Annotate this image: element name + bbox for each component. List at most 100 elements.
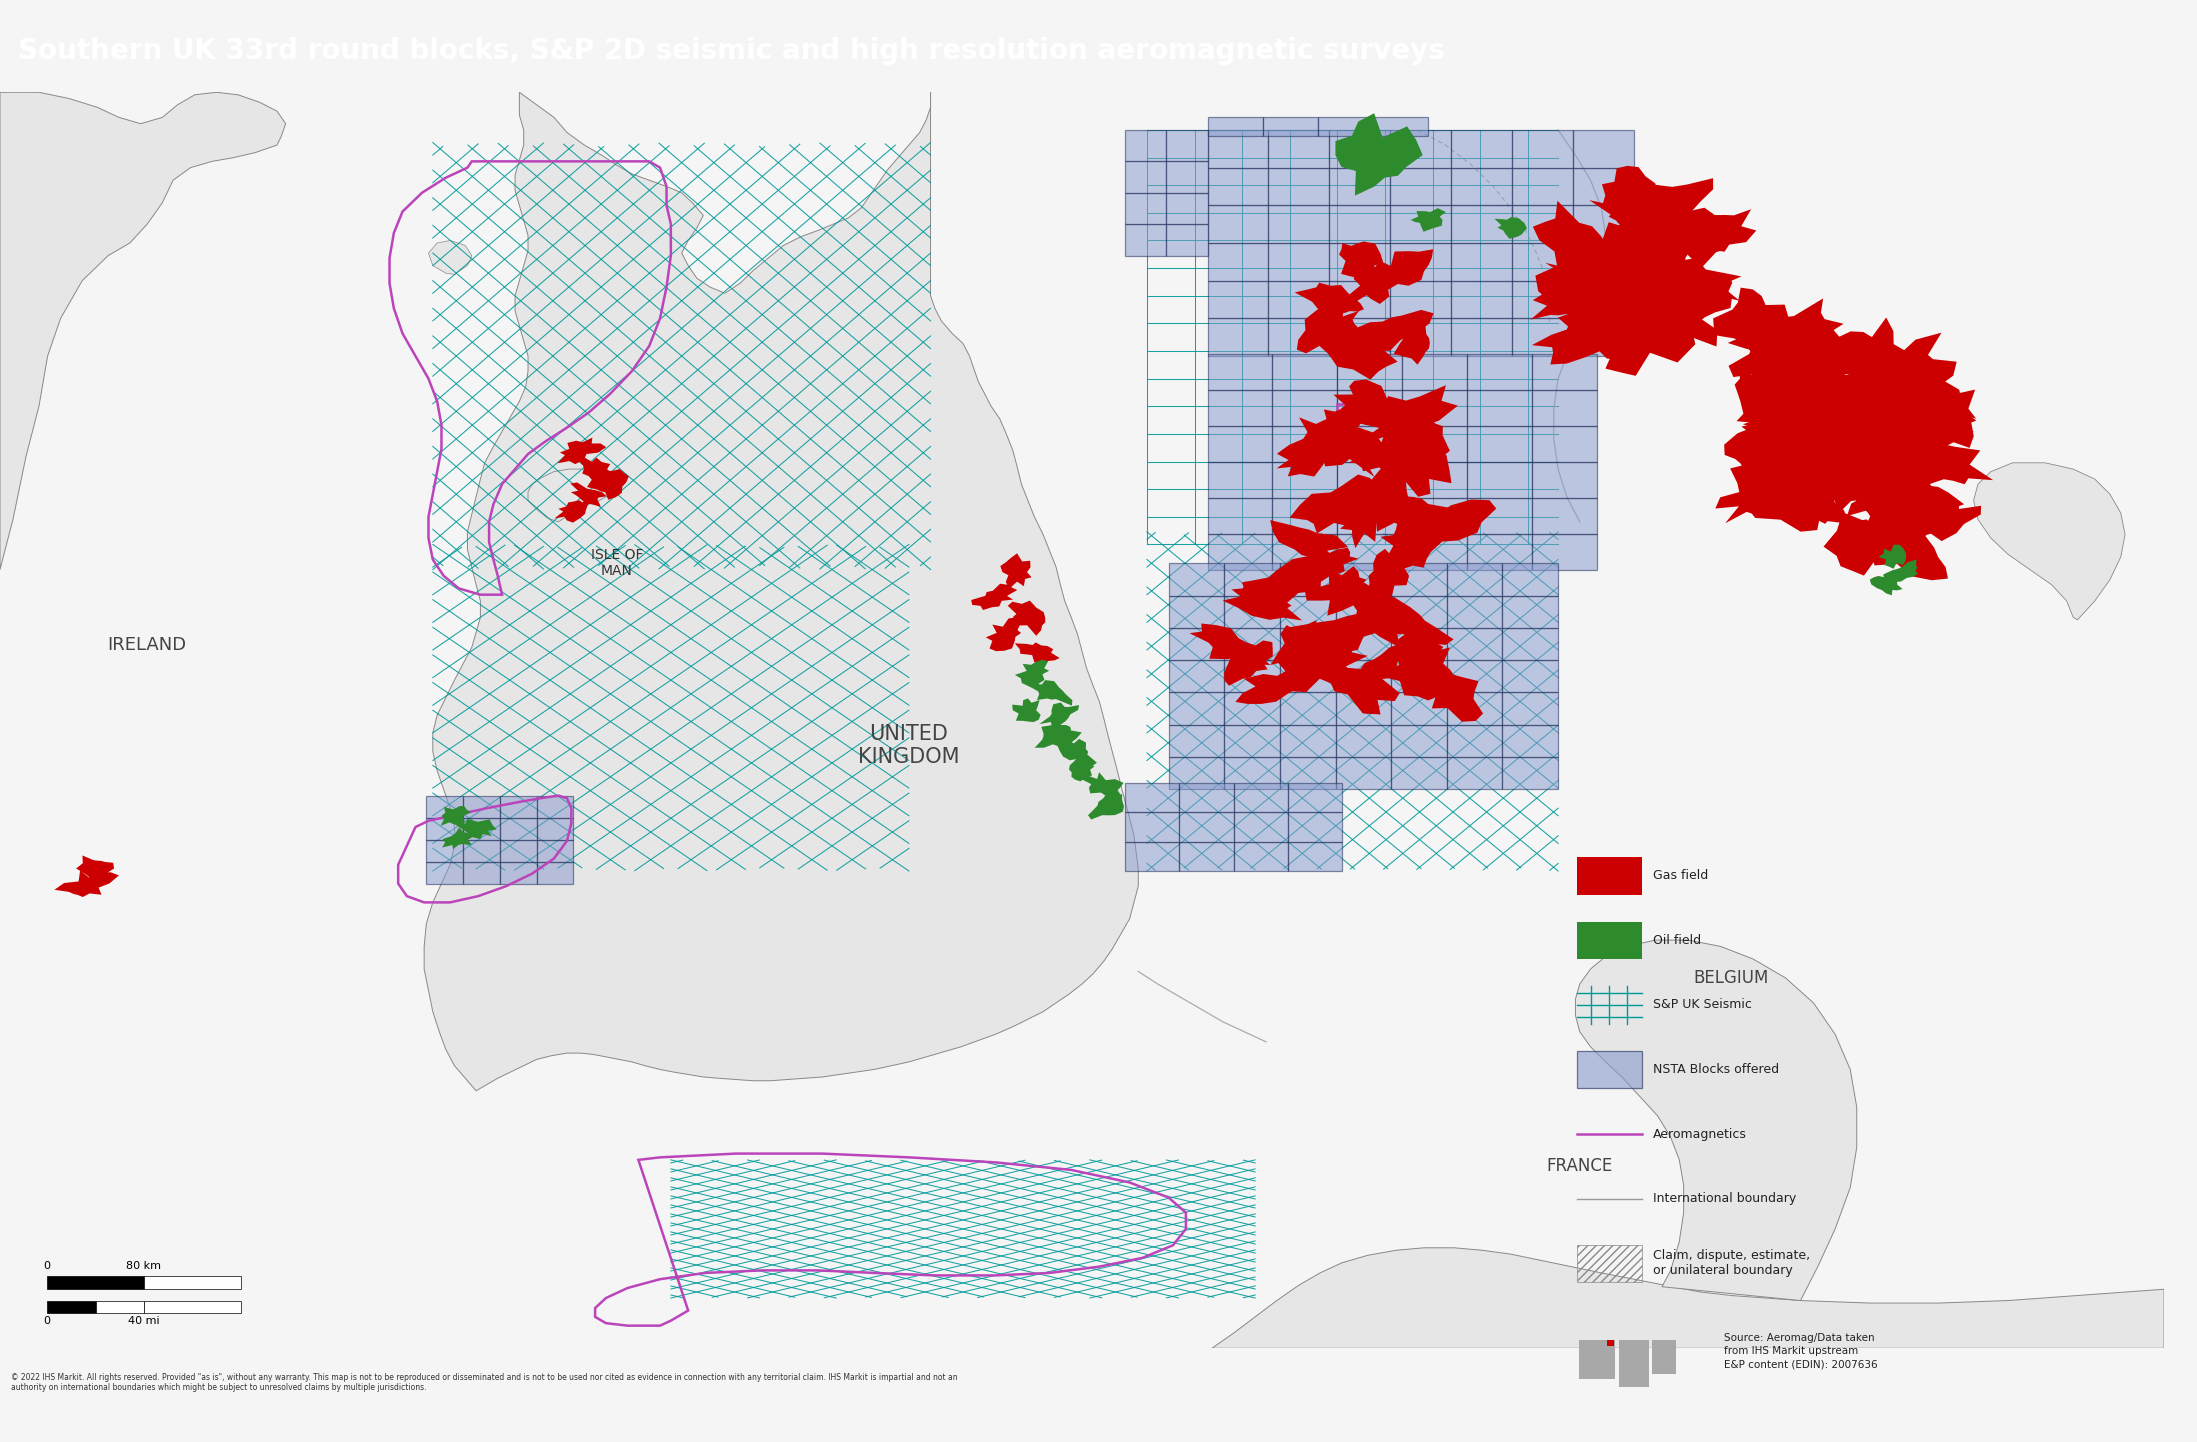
Bar [1224, 692, 1281, 725]
Bar [1224, 725, 1281, 757]
Bar [1468, 425, 1531, 461]
Polygon shape [1380, 515, 1437, 570]
Bar [1503, 627, 1558, 660]
Bar [1448, 692, 1503, 725]
Bar [1125, 842, 1180, 871]
Polygon shape [1727, 298, 1843, 369]
Polygon shape [1378, 489, 1452, 532]
Polygon shape [1742, 379, 1883, 451]
Bar [1452, 319, 1512, 356]
Bar [1402, 425, 1468, 461]
Bar [1281, 757, 1336, 789]
Bar [1402, 353, 1468, 389]
Polygon shape [1393, 320, 1430, 365]
Bar [1167, 224, 1208, 255]
Polygon shape [1608, 179, 1714, 236]
Bar [1452, 167, 1512, 205]
Bar [1167, 130, 1208, 162]
Bar [1272, 461, 1338, 497]
Bar [536, 861, 573, 884]
Bar [1268, 205, 1329, 244]
Polygon shape [1736, 372, 1824, 450]
Bar [1512, 167, 1573, 205]
Bar [1169, 692, 1224, 725]
Bar [1272, 425, 1338, 461]
Polygon shape [1347, 577, 1415, 647]
Bar [1391, 244, 1452, 281]
Polygon shape [455, 819, 497, 839]
Bar [1391, 205, 1452, 244]
Polygon shape [1742, 333, 1878, 402]
Bar [1452, 205, 1512, 244]
Polygon shape [554, 500, 591, 522]
Bar [1268, 130, 1329, 167]
Bar [1468, 534, 1531, 570]
Polygon shape [1336, 114, 1424, 196]
Polygon shape [1276, 636, 1369, 692]
Bar [1580, 1340, 1615, 1379]
Text: FRANCE: FRANCE [1547, 1156, 1613, 1175]
Bar [1402, 534, 1468, 570]
Text: UNITED
KINGDOM: UNITED KINGDOM [859, 724, 960, 767]
Bar [1336, 725, 1391, 757]
Bar [1208, 167, 1268, 205]
Polygon shape [428, 241, 472, 274]
Bar [1503, 757, 1558, 789]
Text: © 2022 IHS Markit. All rights reserved. Provided "as is", without any warranty. : © 2022 IHS Markit. All rights reserved. … [11, 1373, 958, 1392]
Bar [1318, 117, 1373, 136]
Bar [1233, 842, 1287, 871]
Bar [1329, 167, 1391, 205]
Polygon shape [1384, 629, 1443, 671]
Bar [1338, 389, 1402, 425]
Bar [1281, 564, 1336, 596]
Polygon shape [1602, 166, 1659, 231]
Polygon shape [1298, 417, 1384, 477]
Bar [1125, 162, 1167, 193]
Polygon shape [1345, 261, 1393, 306]
Bar [1169, 627, 1224, 660]
Polygon shape [1369, 434, 1452, 497]
Bar [1272, 534, 1338, 570]
Polygon shape [1852, 519, 1949, 580]
Bar [1503, 564, 1558, 596]
Bar [1336, 564, 1391, 596]
Polygon shape [571, 483, 606, 506]
Polygon shape [1973, 463, 2124, 620]
Bar [1448, 725, 1503, 757]
Polygon shape [1725, 418, 1795, 470]
Bar [1272, 353, 1338, 389]
Polygon shape [1362, 596, 1454, 649]
Polygon shape [1883, 559, 1918, 583]
Polygon shape [1786, 460, 1852, 523]
Polygon shape [0, 92, 286, 570]
Polygon shape [587, 469, 628, 500]
Bar [1180, 783, 1233, 812]
Polygon shape [1892, 353, 1977, 418]
Bar [1268, 319, 1329, 356]
Polygon shape [971, 584, 1017, 610]
Bar [1503, 660, 1558, 692]
Polygon shape [1013, 698, 1041, 722]
Bar [145, 1301, 242, 1312]
Polygon shape [1397, 499, 1496, 557]
Bar [1512, 281, 1573, 319]
Polygon shape [1270, 620, 1327, 671]
Polygon shape [1584, 281, 1696, 376]
Polygon shape [1797, 440, 1881, 512]
Polygon shape [1235, 666, 1320, 704]
Bar [1452, 130, 1512, 167]
Polygon shape [1643, 236, 1742, 311]
Polygon shape [1898, 427, 1993, 485]
Polygon shape [442, 828, 475, 849]
Bar [1512, 244, 1573, 281]
Bar [1373, 117, 1428, 136]
Bar [1329, 205, 1391, 244]
Bar [1573, 205, 1635, 244]
Polygon shape [1340, 241, 1384, 284]
Bar [1338, 497, 1402, 534]
Text: Aeromagnetics: Aeromagnetics [1654, 1128, 1747, 1141]
Bar [1208, 353, 1272, 389]
Bar [1531, 534, 1597, 570]
Polygon shape [1799, 385, 1889, 457]
Bar [1468, 461, 1531, 497]
